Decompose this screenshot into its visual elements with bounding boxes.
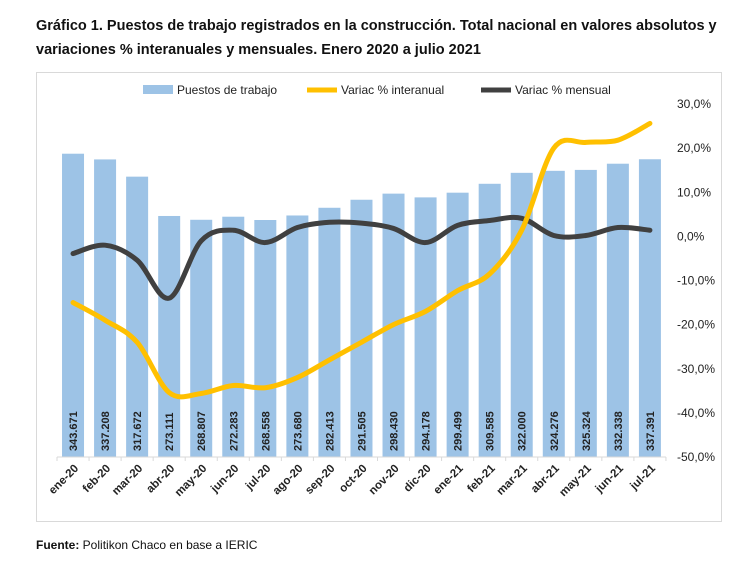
bar-data-label: 299.499	[453, 411, 465, 451]
y-right-tick-label: 30,0%	[677, 97, 711, 111]
y-right-tick-label: -20,0%	[677, 318, 715, 332]
bar-data-label: 337.208	[100, 411, 112, 451]
bar-data-label: 272.283	[228, 411, 240, 451]
y-right-tick-label: -10,0%	[677, 274, 715, 288]
bar-data-label: 268.558	[260, 411, 272, 451]
source-note: Fuente: Politikon Chaco en base a IERIC	[36, 538, 257, 552]
x-tick-label: ago-20	[271, 463, 306, 498]
x-tick-label: mar-21	[495, 462, 531, 498]
y-right-tick-label: -50,0%	[677, 450, 715, 464]
y-right-tick-label: -30,0%	[677, 362, 715, 376]
x-tick-label: jun-21	[593, 462, 627, 496]
bar-data-label: 324.276	[549, 411, 561, 451]
bar	[606, 163, 629, 457]
legend-swatch-bars	[143, 85, 173, 94]
legend-label: Variac % interanual	[341, 83, 444, 97]
bar	[638, 159, 661, 457]
x-tick-label: ene-20	[47, 463, 81, 497]
source-text: Politikon Chaco en base a IERIC	[79, 538, 258, 552]
x-tick-label: jul-21	[628, 462, 659, 493]
bar-data-label: 337.391	[645, 411, 657, 451]
line-variac-mensual	[70, 214, 653, 301]
bar-data-label: 273.680	[292, 411, 304, 451]
bar-data-label: 325.324	[581, 410, 593, 451]
bar	[94, 159, 117, 457]
bar-data-label: 309.585	[485, 411, 497, 451]
bar-data-label: 322.000	[517, 411, 529, 451]
x-tick-label: oct-20	[337, 463, 369, 495]
bar-data-label: 268.807	[196, 411, 208, 451]
bar-data-label: 317.672	[132, 411, 144, 451]
bar	[446, 192, 469, 457]
line-variac-interanual	[70, 120, 653, 400]
bar	[190, 219, 213, 457]
y-right-tick-label: -40,0%	[677, 406, 715, 420]
bar	[318, 207, 341, 457]
bar	[414, 197, 437, 457]
bar-data-label: 273.111	[164, 412, 176, 451]
x-tick-label: feb-21	[465, 462, 498, 495]
bar	[542, 170, 565, 458]
y-right-tick-label: 0,0%	[677, 229, 705, 243]
x-tick-label: jul-20	[243, 463, 273, 493]
x-tick-label: mar-20	[110, 463, 145, 498]
legend-label: Puestos de trabajo	[177, 83, 277, 97]
bar-data-label: 343.671	[68, 411, 80, 451]
chart-title: Gráfico 1. Puestos de trabajo registrado…	[36, 18, 717, 58]
bar-data-label: 298.430	[389, 411, 401, 451]
x-tick-label: nov-20	[367, 463, 402, 498]
bar	[126, 176, 149, 457]
legend-label: Variac % mensual	[515, 83, 611, 97]
bar-data-label: 282.413	[324, 411, 336, 451]
bar	[574, 169, 597, 458]
x-tick-label: may-21	[557, 462, 594, 499]
x-tick-label: may-20	[173, 463, 210, 500]
bar	[350, 199, 373, 458]
bar	[254, 219, 277, 457]
y-right-tick-label: 10,0%	[677, 185, 711, 199]
bar	[286, 215, 309, 457]
x-tick-label: dic-20	[402, 463, 434, 495]
x-tick-label: jun-20	[208, 463, 241, 496]
bar	[478, 183, 501, 457]
x-tick-label: sep-20	[303, 463, 337, 497]
y-right-tick-label: 20,0%	[677, 141, 711, 155]
bar-data-label: 291.505	[356, 411, 368, 451]
x-tick-label: ene-21	[431, 462, 466, 497]
bar	[222, 216, 245, 457]
chart-frame	[36, 72, 722, 522]
bar-data-label: 294.178	[421, 411, 433, 451]
source-label: Fuente:	[36, 538, 80, 552]
x-tick-label: feb-20	[81, 463, 113, 495]
bar-data-label: 332.338	[613, 411, 625, 451]
